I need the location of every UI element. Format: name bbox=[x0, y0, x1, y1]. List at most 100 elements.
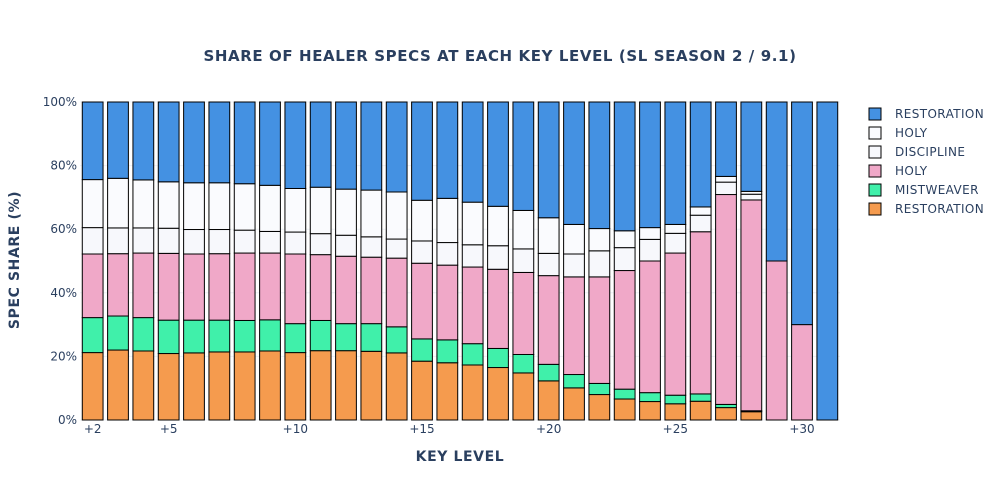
legend-swatch bbox=[868, 145, 882, 159]
x-tick-label: +2 bbox=[84, 422, 102, 436]
bar-segment-holy-2 bbox=[259, 252, 281, 321]
legend-label: DISCIPLINE bbox=[895, 145, 965, 159]
bar-segment-mistweaver-1 bbox=[132, 317, 155, 352]
bar-segment-restoration-0 bbox=[461, 364, 484, 421]
legend-swatch bbox=[868, 202, 882, 216]
bar-segment-restoration-0 bbox=[613, 398, 636, 421]
x-tick-label: +30 bbox=[789, 422, 814, 436]
bar-segment-holy-4 bbox=[385, 191, 408, 240]
bar-segment-holy-4 bbox=[512, 209, 535, 250]
bar-segment-discipline-3 bbox=[259, 230, 281, 254]
bar-segment-holy-2 bbox=[765, 260, 788, 421]
bar-segment-discipline-3 bbox=[107, 227, 129, 255]
bar-segment-holy-4 bbox=[107, 177, 129, 229]
bar-segment-holy-2 bbox=[487, 268, 509, 349]
bar-segment-holy-2 bbox=[791, 324, 813, 421]
bar-segment-holy-4 bbox=[132, 179, 155, 229]
bar-segment-restoration-0 bbox=[689, 400, 712, 421]
bar-segment-discipline-3 bbox=[81, 227, 104, 255]
bar-segment-restoration-5 bbox=[157, 101, 180, 183]
bar-segment-discipline-3 bbox=[715, 181, 737, 196]
bar-segment-holy-2 bbox=[208, 253, 231, 321]
bar-segment-discipline-3 bbox=[664, 232, 687, 254]
bar-segment-holy-2 bbox=[563, 276, 585, 376]
bar-segment-mistweaver-1 bbox=[259, 319, 281, 352]
bar-segment-discipline-3 bbox=[436, 242, 459, 266]
bar-segment-holy-2 bbox=[639, 260, 661, 394]
y-axis-ticks: 0% 20% 40% 60% 80% 100% bbox=[43, 95, 77, 427]
bar-segment-holy-2 bbox=[385, 257, 408, 328]
bar-segment-holy-2 bbox=[613, 270, 636, 390]
bar-segment-mistweaver-1 bbox=[360, 323, 383, 352]
bar-segment-mistweaver-1 bbox=[487, 347, 509, 369]
bar-segment-mistweaver-1 bbox=[411, 338, 433, 362]
bar-segment-mistweaver-1 bbox=[664, 394, 687, 405]
bar-segment-holy-4 bbox=[335, 188, 357, 236]
bar-segment-mistweaver-1 bbox=[563, 374, 585, 389]
bar-segment-holy-4 bbox=[284, 187, 307, 233]
bar-segment-restoration-5 bbox=[512, 101, 535, 211]
bar-segment-restoration-0 bbox=[360, 350, 383, 421]
bar-segment-restoration-5 bbox=[588, 101, 611, 230]
bar-segment-restoration-5 bbox=[487, 101, 509, 207]
bar-segment-restoration-0 bbox=[537, 380, 560, 421]
bar-segment-restoration-0 bbox=[588, 394, 611, 421]
bar-segment-restoration-0 bbox=[664, 403, 687, 421]
bar-segment-holy-2 bbox=[689, 231, 712, 395]
bar-segment-holy-4 bbox=[563, 223, 585, 255]
bar-segment-holy-4 bbox=[411, 199, 433, 242]
bar-segment-restoration-0 bbox=[563, 387, 585, 421]
bar-segment-discipline-3 bbox=[613, 247, 636, 272]
bar-segment-holy-4 bbox=[157, 181, 180, 229]
bar-segment-holy-2 bbox=[512, 271, 535, 355]
chart-title: SHARE OF HEALER SPECS AT EACH KEY LEVEL … bbox=[203, 47, 796, 65]
bar-segment-holy-2 bbox=[81, 253, 104, 319]
x-tick-label: +25 bbox=[663, 422, 688, 436]
bar-segment-holy-2 bbox=[309, 254, 332, 321]
x-tick-label: +5 bbox=[160, 422, 178, 436]
bar-segment-mistweaver-1 bbox=[183, 319, 205, 354]
x-axis-title: KEY LEVEL bbox=[416, 449, 505, 465]
bar-segment-discipline-3 bbox=[740, 193, 763, 201]
bar-segment-restoration-5 bbox=[689, 101, 712, 208]
x-tick-label: +10 bbox=[283, 422, 308, 436]
bar-segment-discipline-3 bbox=[183, 229, 205, 255]
bar-segment-mistweaver-1 bbox=[81, 317, 104, 354]
bar-segment-holy-2 bbox=[157, 252, 180, 321]
bar-segment-restoration-5 bbox=[740, 101, 763, 192]
bar-segment-holy-4 bbox=[639, 227, 661, 240]
bar-segment-discipline-3 bbox=[639, 238, 661, 262]
bar-segment-holy-2 bbox=[461, 266, 484, 345]
bar-segment-restoration-5 bbox=[715, 101, 737, 177]
bar-segment-restoration-5 bbox=[208, 101, 231, 184]
x-tick-label: +15 bbox=[409, 422, 434, 436]
bar-segment-discipline-3 bbox=[208, 229, 231, 255]
y-axis-title: SPEC SHARE (%) bbox=[7, 191, 23, 329]
bar-segment-restoration-5 bbox=[537, 101, 560, 219]
bar-segment-restoration-5 bbox=[335, 101, 357, 190]
bar-segment-restoration-5 bbox=[385, 101, 408, 193]
bar-segment-restoration-5 bbox=[107, 101, 129, 179]
bar-segment-restoration-5 bbox=[461, 101, 484, 203]
bar-segment-discipline-3 bbox=[563, 253, 585, 278]
bar-segment-mistweaver-1 bbox=[461, 343, 484, 366]
bar-segment-restoration-5 bbox=[360, 101, 383, 191]
bar-segment-discipline-3 bbox=[284, 231, 307, 255]
bar-segment-holy-2 bbox=[183, 253, 205, 321]
bar-segment-restoration-0 bbox=[335, 350, 357, 421]
bar-segment-holy-4 bbox=[537, 217, 560, 254]
bar-segment-mistweaver-1 bbox=[385, 326, 408, 354]
bar-segment-discipline-3 bbox=[157, 227, 180, 254]
bar-segment-discipline-3 bbox=[689, 214, 712, 233]
bar-segment-restoration-0 bbox=[639, 401, 661, 421]
bar-segment-holy-4 bbox=[487, 205, 509, 247]
bar-segment-mistweaver-1 bbox=[309, 319, 332, 352]
bar-segment-discipline-3 bbox=[537, 252, 560, 277]
bar-segment-holy-4 bbox=[259, 184, 281, 232]
bar-segment-restoration-5 bbox=[639, 101, 661, 229]
x-tick-label: +20 bbox=[536, 422, 561, 436]
bar-segment-mistweaver-1 bbox=[512, 353, 535, 374]
bar-segment-holy-2 bbox=[132, 252, 155, 319]
bar-segment-restoration-5 bbox=[183, 101, 205, 184]
